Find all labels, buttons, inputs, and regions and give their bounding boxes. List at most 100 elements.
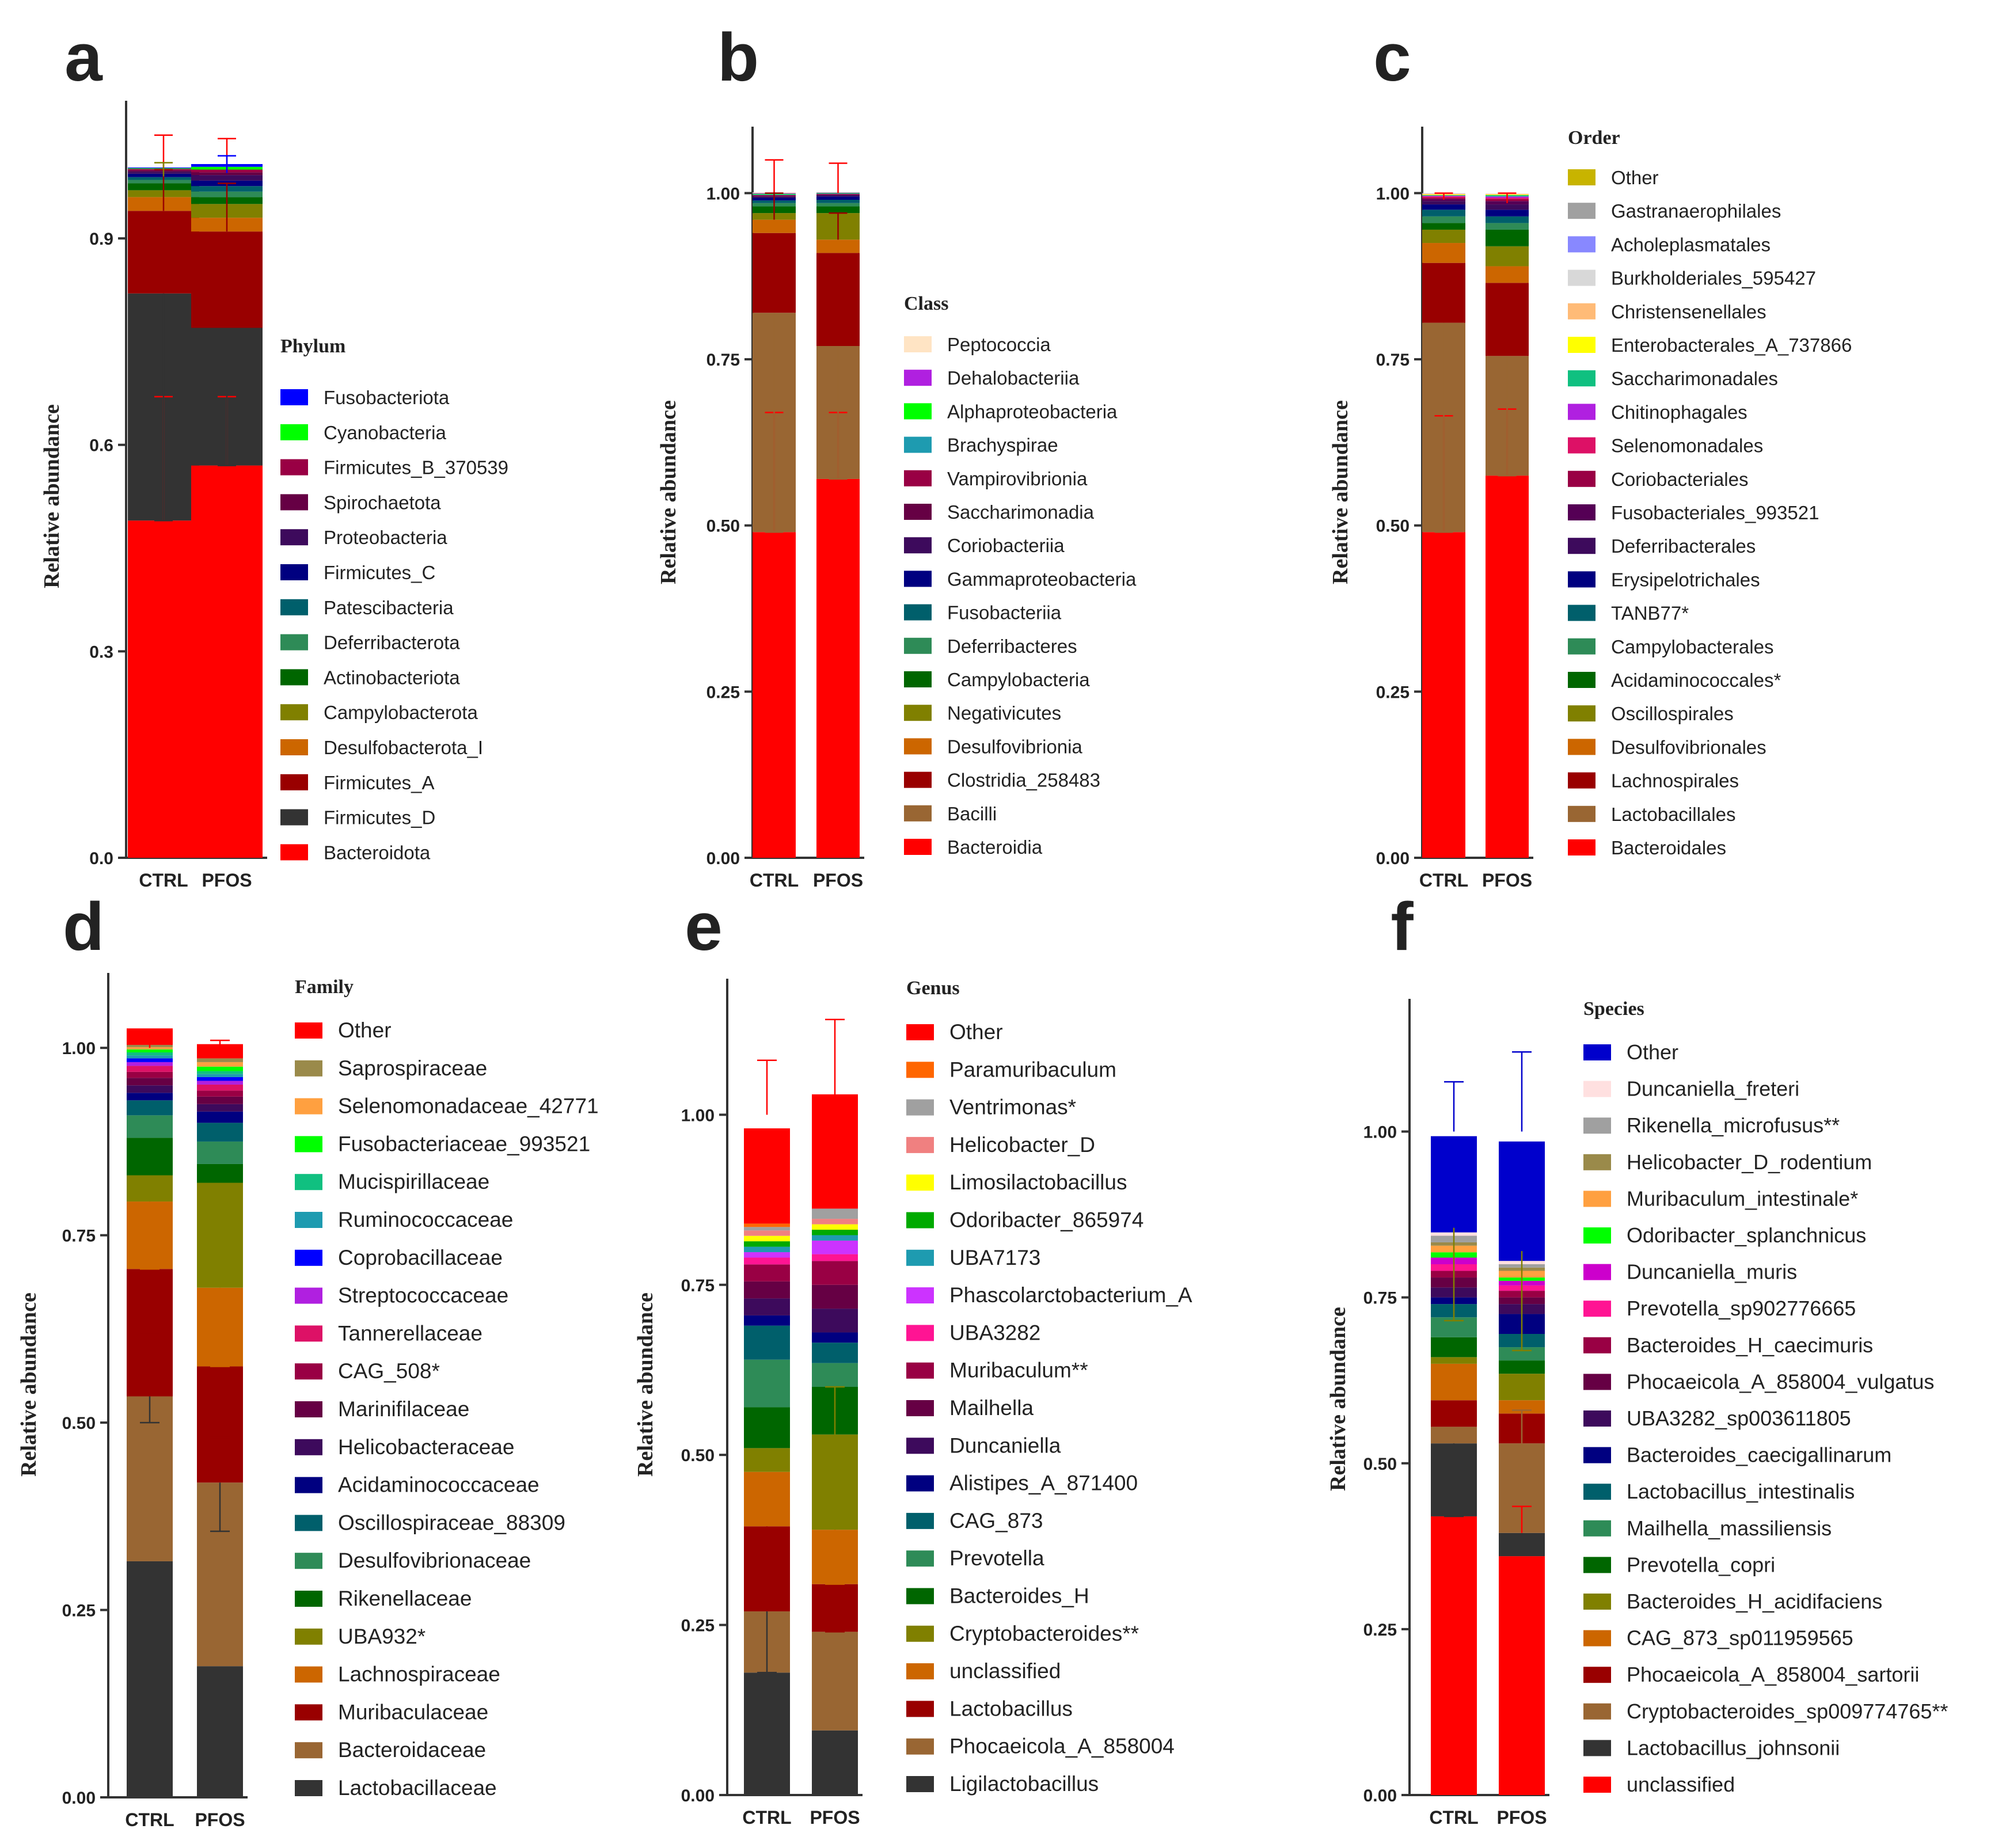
y-tick-label: 1.00 bbox=[1376, 184, 1410, 203]
y-axis-label: Relative abundance bbox=[1326, 1307, 1350, 1491]
bar-segment bbox=[1499, 1141, 1545, 1261]
legend-swatch bbox=[280, 774, 308, 790]
bar-segment bbox=[816, 193, 860, 195]
bar-segment bbox=[1499, 1533, 1545, 1557]
x-tick-label: CTRL bbox=[1429, 1807, 1478, 1828]
legend-swatch bbox=[906, 1212, 934, 1229]
bar-segment bbox=[1422, 216, 1465, 223]
legend-label: TANB77* bbox=[1611, 603, 1689, 624]
legend-swatch bbox=[1583, 1191, 1611, 1207]
legend-label: Christensenellales bbox=[1611, 301, 1767, 322]
legend-label: Campylobacteria bbox=[947, 669, 1090, 690]
legend-label: Other bbox=[1627, 1040, 1678, 1064]
legend: Class Peptococcia Dehalobacteriia Alphaprot… bbox=[904, 293, 1137, 858]
x-tick-label: CTRL bbox=[125, 1809, 174, 1830]
bar-segment bbox=[812, 1230, 858, 1235]
legend-label: Fusobacteriaceae_993521 bbox=[338, 1132, 590, 1155]
legend-label: Desulfovibrionia bbox=[947, 736, 1082, 757]
bar-segment bbox=[191, 175, 263, 181]
bar-segment bbox=[127, 1049, 173, 1052]
legend-swatch bbox=[1583, 1703, 1611, 1720]
legend-label: Marinifilaceae bbox=[338, 1397, 469, 1421]
bar-segment bbox=[1431, 1136, 1477, 1233]
bar-segment bbox=[753, 532, 796, 858]
bar-segment bbox=[812, 1240, 858, 1254]
legend-swatch bbox=[1568, 437, 1595, 454]
bar-segment bbox=[812, 1309, 858, 1333]
legend-label: Cryptobacteroides** bbox=[949, 1622, 1139, 1645]
x-tick-label: CTRL bbox=[750, 870, 799, 891]
bar-segment bbox=[197, 1074, 243, 1077]
legend-swatch bbox=[1568, 772, 1595, 789]
legend-swatch bbox=[295, 1401, 322, 1417]
legend-swatch bbox=[295, 1287, 322, 1304]
legend-label: Firmicutes_B_370539 bbox=[324, 457, 508, 478]
legend-label: Ventrimonas* bbox=[949, 1096, 1076, 1119]
legend-label: Duncaniella_freteri bbox=[1627, 1077, 1799, 1101]
legend-label: Lactobacillus_intestinalis bbox=[1627, 1480, 1855, 1503]
legend-title: Species bbox=[1583, 998, 1644, 1020]
bar-segment bbox=[127, 1093, 173, 1101]
bar-segment bbox=[812, 1261, 858, 1285]
y-tick-label: 0.50 bbox=[706, 517, 740, 536]
legend-label: Spirochaetota bbox=[324, 492, 441, 513]
legend-label: Acidaminococcales* bbox=[1611, 670, 1781, 691]
legend-swatch bbox=[1583, 1227, 1611, 1244]
legend-label: Brachyspirae bbox=[947, 435, 1058, 456]
legend-label: Ruminococcaceae bbox=[338, 1208, 513, 1231]
bar-segment bbox=[1431, 1516, 1477, 1795]
bar-segment bbox=[197, 1081, 243, 1085]
legend-label: Lactobacillus bbox=[949, 1697, 1073, 1720]
bar-segment bbox=[816, 239, 860, 253]
bar-segment bbox=[744, 1241, 790, 1247]
legend-swatch bbox=[906, 1738, 934, 1755]
legend-label: Campylobacterales bbox=[1611, 636, 1773, 657]
legend-label: Patescibacteria bbox=[324, 597, 454, 618]
bar-segment bbox=[1422, 263, 1465, 323]
legend-swatch bbox=[904, 571, 932, 587]
bar-segment bbox=[127, 1396, 173, 1561]
legend-swatch bbox=[1568, 672, 1595, 688]
y-tick-label: 1.00 bbox=[62, 1039, 96, 1058]
y-axis-label: Relative abundance bbox=[40, 404, 64, 588]
x-tick-label: PFOS bbox=[813, 870, 863, 891]
bar-segment bbox=[191, 172, 263, 176]
bar-segment bbox=[197, 1062, 243, 1067]
bar-segment bbox=[197, 1077, 243, 1081]
legend-label: Negativicutes bbox=[947, 702, 1061, 724]
bar-segment bbox=[1422, 223, 1465, 230]
legend-swatch bbox=[1583, 1374, 1611, 1390]
legend-label: Vampirovibrionia bbox=[947, 468, 1088, 489]
legend-swatch bbox=[1583, 1520, 1611, 1537]
bar-segment bbox=[1431, 1400, 1477, 1427]
y-tick-label: 0.00 bbox=[1363, 1786, 1397, 1805]
bar-segment bbox=[127, 1138, 173, 1176]
legend-swatch bbox=[295, 1742, 322, 1759]
bar-segment bbox=[197, 1182, 243, 1288]
panel-b: b 0.00 0.25 0.50 0.75 1.00 Relative abundance C… bbox=[656, 20, 1137, 891]
y-tick-label: 1.00 bbox=[681, 1106, 715, 1125]
legend-swatch bbox=[1583, 1154, 1611, 1170]
legend-swatch bbox=[906, 1550, 934, 1567]
y-tick-label: 0.75 bbox=[1376, 351, 1410, 370]
legend-swatch bbox=[1583, 1410, 1611, 1427]
legend-label: Muribaculum_intestinale* bbox=[1627, 1187, 1858, 1210]
legend-label: CAG_508* bbox=[338, 1359, 440, 1383]
bar-segment bbox=[197, 1096, 243, 1104]
legend-title: Genus bbox=[906, 978, 960, 999]
legend-label: Cyanobacteria bbox=[324, 422, 446, 443]
bar-segment bbox=[816, 478, 860, 858]
legend-label: Erysipelotrichales bbox=[1611, 569, 1760, 590]
legend-swatch bbox=[904, 705, 932, 721]
bar-segment bbox=[812, 1219, 858, 1225]
legend-swatch bbox=[906, 1362, 934, 1379]
legend-swatch bbox=[1568, 504, 1595, 520]
legend-label: Odoribacter_splanchnicus bbox=[1627, 1223, 1866, 1247]
legend-swatch bbox=[906, 1024, 934, 1040]
y-tick-label: 0.75 bbox=[681, 1276, 715, 1295]
bar-segment bbox=[197, 1104, 243, 1112]
bar-segment bbox=[744, 1128, 790, 1224]
legend-swatch bbox=[1583, 1630, 1611, 1647]
panel-letter: c bbox=[1373, 20, 1411, 96]
